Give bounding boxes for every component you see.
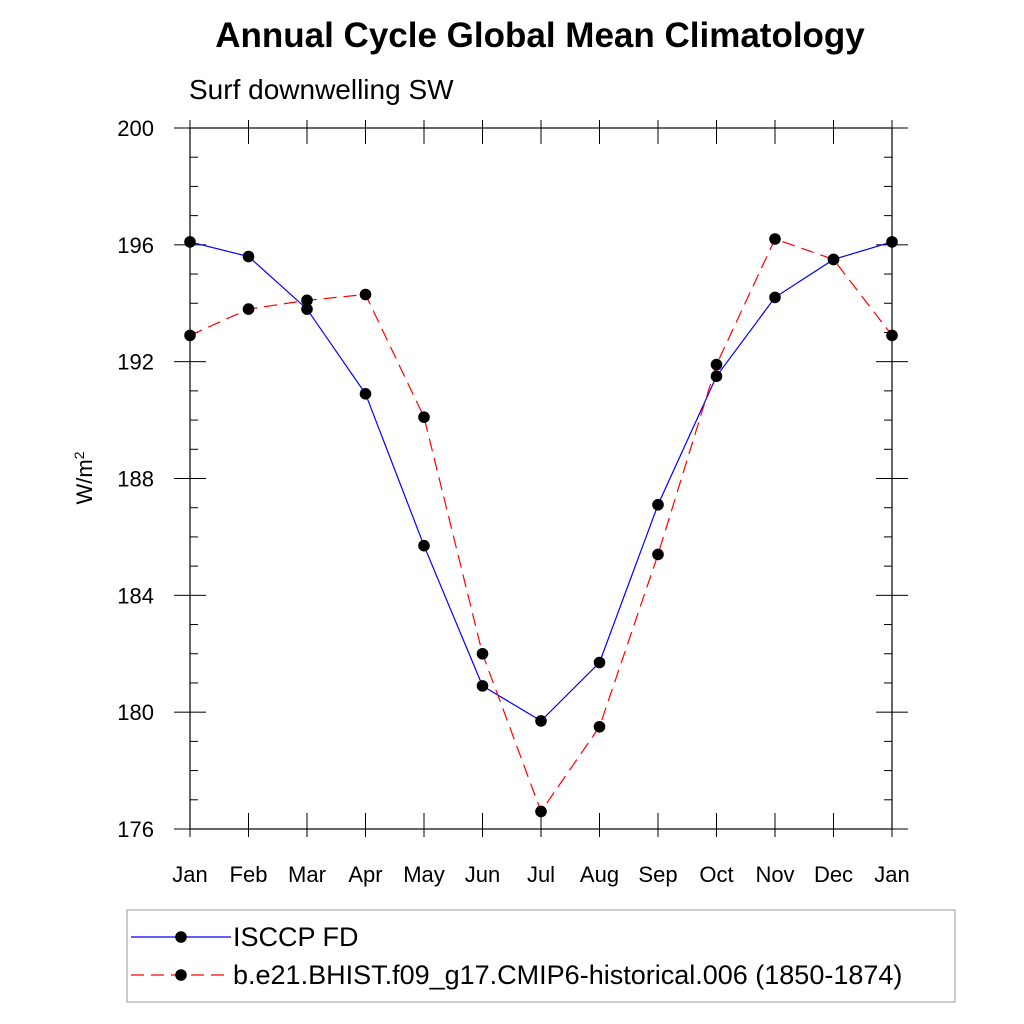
x-tick-label: Dec	[814, 862, 853, 887]
data-point	[418, 411, 430, 423]
data-point	[242, 250, 255, 263]
legend-marker-2	[175, 969, 187, 981]
y-tick-label: 192	[117, 350, 154, 375]
y-tick-label: 200	[117, 116, 154, 141]
data-point	[593, 720, 606, 733]
legend: ISCCP FD b.e21.BHIST.f09_g17.CMIP6-histor…	[126, 909, 956, 1003]
y-tick-label: 196	[117, 233, 154, 258]
x-tick-label: Mar	[288, 862, 326, 887]
legend-label-2: b.e21.BHIST.f09_g17.CMIP6-historical.006…	[233, 960, 902, 990]
data-point	[359, 288, 372, 301]
x-tick-label: Aug	[580, 862, 619, 887]
y-axis-label: W/m2	[71, 451, 97, 504]
legend-marker-1	[175, 931, 187, 943]
y-tick-label: 184	[117, 583, 154, 608]
data-point	[593, 656, 606, 669]
data-point	[769, 291, 781, 304]
data-point	[242, 303, 255, 315]
data-point	[535, 805, 547, 818]
x-tick-label: Jun	[465, 862, 500, 887]
x-tick-label: Jan	[874, 862, 909, 887]
chart-subtitle: Surf downwelling SW	[189, 74, 454, 105]
x-tick-label: Sep	[638, 862, 677, 887]
x-tick-label: May	[403, 862, 445, 887]
data-point	[710, 358, 723, 371]
tick-labels: Jan Feb Mar Apr May Jun Jul Aug Sep Oct Nov Dec Jan 2…	[117, 116, 909, 887]
series-line-1	[189, 241, 893, 722]
y-tick-label: 180	[117, 700, 154, 725]
data-point	[418, 539, 430, 552]
plot-frame	[189, 127, 893, 830]
x-tick-label: Jan	[172, 862, 207, 887]
x-tick-label: Oct	[699, 862, 733, 887]
x-tick-label: Apr	[348, 862, 382, 887]
x-tick-label: Nov	[755, 862, 794, 887]
data-point	[476, 647, 489, 660]
y-tick-label: 188	[117, 467, 154, 492]
data-point	[652, 548, 664, 561]
axis-ticks	[174, 120, 908, 837]
y-tick-label: 176	[117, 817, 154, 842]
chart-title: Annual Cycle Global Mean Climatology	[215, 16, 865, 55]
data-point	[301, 303, 313, 315]
legend-label-1: ISCCP FD	[233, 922, 359, 952]
data-point	[359, 387, 372, 400]
data-point	[535, 715, 547, 727]
data-point	[769, 233, 781, 245]
legend-box	[126, 909, 956, 1003]
series-points	[184, 233, 898, 818]
data-point	[710, 370, 723, 383]
data-point	[827, 253, 840, 266]
data-point	[301, 294, 313, 307]
x-tick-label: Jul	[527, 862, 555, 887]
data-point	[652, 498, 664, 511]
data-point	[476, 680, 489, 692]
x-tick-label: Feb	[230, 862, 268, 887]
